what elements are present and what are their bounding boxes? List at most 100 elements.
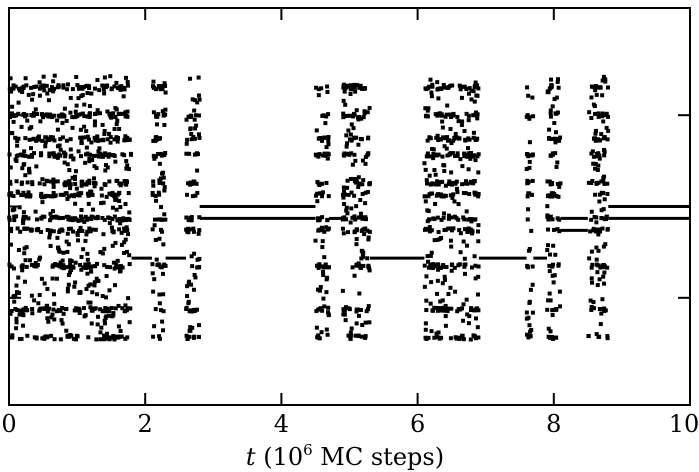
data-point (60, 305, 65, 310)
data-point (593, 166, 598, 171)
data-point (68, 217, 73, 222)
data-point (438, 137, 443, 142)
data-point (70, 175, 75, 180)
data-point (469, 217, 474, 222)
data-point (70, 87, 75, 92)
data-point (112, 214, 117, 219)
data-point (87, 86, 92, 91)
data-point (352, 152, 357, 157)
data-point (117, 227, 122, 232)
data-point (95, 322, 100, 327)
data-point (114, 263, 119, 268)
data-point (94, 292, 99, 297)
data-point (469, 150, 474, 155)
data-point (68, 258, 73, 263)
data-point (82, 219, 87, 224)
data-point (425, 254, 430, 259)
data-point (87, 104, 92, 109)
data-point (546, 334, 551, 339)
data-point (26, 216, 31, 221)
data-point (435, 308, 440, 313)
data-point (107, 221, 112, 226)
data-point (113, 106, 118, 111)
data-point (465, 181, 470, 186)
data-point (442, 308, 447, 313)
data-point (318, 284, 323, 289)
data-point (93, 227, 98, 232)
data-point (596, 85, 601, 90)
data-point (39, 191, 44, 196)
data-point (596, 232, 601, 237)
data-point (71, 229, 76, 234)
data-point (23, 258, 28, 263)
data-point (448, 193, 453, 198)
data-point (456, 307, 461, 312)
data-point (21, 323, 26, 328)
data-point (320, 190, 325, 195)
data-point (341, 111, 346, 116)
data-point (108, 135, 113, 140)
data-point (126, 191, 131, 196)
data-point (62, 106, 67, 111)
data-point (61, 266, 66, 271)
data-point (102, 263, 107, 268)
data-point (92, 86, 97, 91)
data-point (435, 113, 440, 118)
data-point (150, 192, 155, 197)
data-point (426, 259, 431, 264)
data-point (110, 205, 115, 210)
data-point (602, 270, 607, 275)
data-point (476, 223, 481, 228)
data-point (449, 170, 454, 175)
data-point (427, 225, 432, 230)
data-point (24, 264, 29, 269)
data-point (590, 280, 595, 285)
data-point (529, 327, 534, 332)
data-point (430, 84, 435, 89)
data-point (93, 138, 98, 143)
data-point (103, 163, 108, 168)
data-point (362, 86, 367, 91)
data-point (113, 240, 118, 245)
data-point (553, 140, 558, 145)
data-point (193, 126, 198, 131)
data-point (348, 330, 353, 335)
data-point (449, 228, 454, 233)
data-point (185, 284, 190, 289)
data-point (427, 227, 432, 232)
data-point (21, 162, 26, 167)
data-point (184, 333, 189, 338)
data-point (14, 214, 19, 219)
data-point (322, 304, 327, 309)
data-point (28, 146, 33, 151)
data-point (72, 284, 77, 289)
data-point (116, 111, 121, 116)
data-point (348, 176, 353, 181)
data-point (458, 250, 463, 255)
data-point (157, 161, 162, 166)
data-point (548, 114, 553, 119)
data-point (596, 163, 601, 168)
data-point (345, 141, 350, 146)
data-point (42, 335, 47, 340)
data-point (600, 226, 605, 231)
data-point (71, 336, 76, 341)
data-point (76, 218, 81, 223)
data-point (88, 152, 93, 157)
data-point (51, 89, 56, 94)
data-point (111, 311, 116, 316)
data-point (107, 179, 112, 184)
data-point (11, 83, 16, 88)
data-point (316, 93, 321, 98)
data-point (466, 321, 471, 326)
data-point (597, 334, 602, 339)
data-point (48, 243, 53, 248)
data-point (456, 202, 461, 207)
data-point (118, 221, 123, 226)
data-point (324, 114, 329, 119)
data-point (112, 334, 117, 339)
data-point (603, 77, 608, 82)
data-point (75, 238, 80, 243)
data-point (462, 227, 467, 232)
data-point (601, 74, 606, 79)
